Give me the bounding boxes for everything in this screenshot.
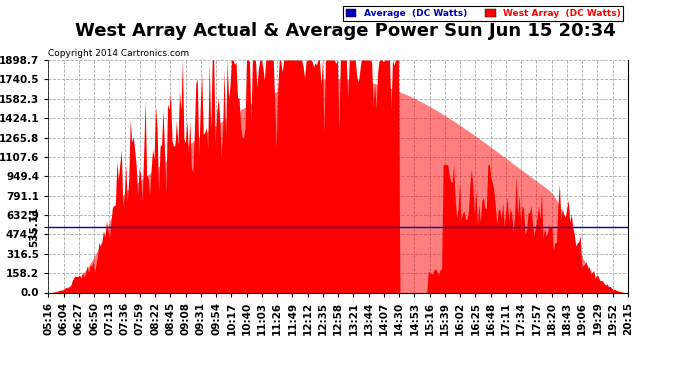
Text: West Array Actual & Average Power Sun Jun 15 20:34: West Array Actual & Average Power Sun Ju…: [75, 22, 615, 40]
Text: Copyright 2014 Cartronics.com: Copyright 2014 Cartronics.com: [48, 49, 190, 58]
Legend: Average  (DC Watts), West Array  (DC Watts): Average (DC Watts), West Array (DC Watts…: [343, 6, 623, 21]
